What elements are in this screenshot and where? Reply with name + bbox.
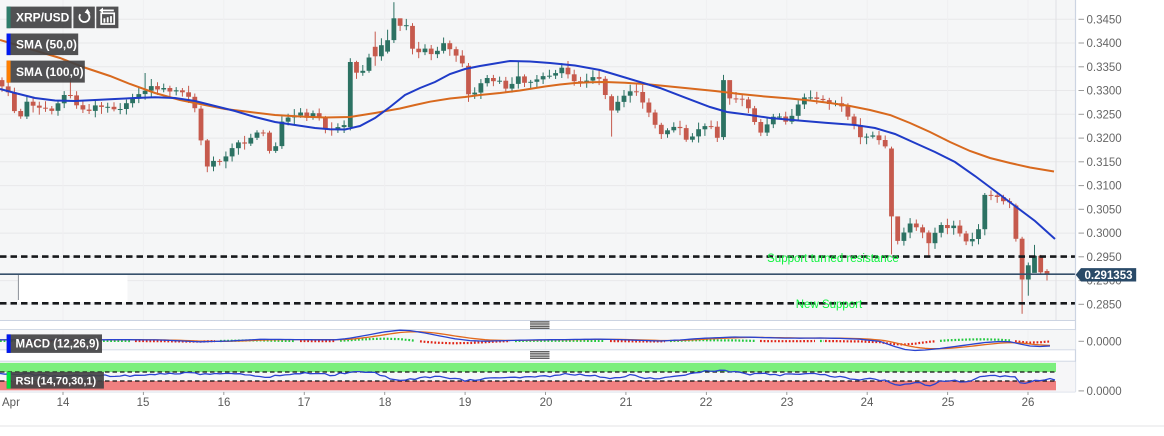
svg-text:18: 18 (379, 397, 392, 409)
svg-text:0.2850: 0.2850 (1087, 299, 1122, 311)
svg-text:Support turned resistance: Support turned resistance (767, 253, 899, 265)
svg-text:23: 23 (781, 397, 794, 409)
svg-text:25: 25 (942, 397, 955, 409)
svg-text:17: 17 (298, 397, 311, 409)
svg-text:Apr: Apr (2, 397, 20, 409)
svg-text:0.3150: 0.3150 (1087, 157, 1122, 169)
svg-text:0.3300: 0.3300 (1087, 86, 1122, 98)
svg-text:26: 26 (1022, 397, 1035, 409)
svg-text:RSI (14,70,30,1): RSI (14,70,30,1) (16, 375, 97, 387)
svg-text:0.2950: 0.2950 (1087, 252, 1122, 264)
svg-text:SMA (50,0): SMA (50,0) (16, 38, 77, 52)
svg-text:0.3000: 0.3000 (1087, 228, 1122, 240)
svg-text:24: 24 (861, 397, 874, 409)
svg-text:0.3250: 0.3250 (1087, 109, 1122, 121)
svg-text:SMA (100,0): SMA (100,0) (16, 65, 84, 79)
svg-text:20: 20 (540, 397, 553, 409)
svg-text:0.291353: 0.291353 (1085, 270, 1133, 282)
svg-text:16: 16 (218, 397, 231, 409)
svg-text:0.3200: 0.3200 (1087, 133, 1122, 145)
svg-text:21: 21 (620, 397, 633, 409)
svg-text:0.3450: 0.3450 (1087, 14, 1122, 26)
svg-text:0.0000: 0.0000 (1087, 386, 1122, 398)
svg-text:0.3400: 0.3400 (1087, 38, 1122, 50)
svg-text:0.3350: 0.3350 (1087, 62, 1122, 74)
svg-text:0.3050: 0.3050 (1087, 204, 1122, 216)
svg-text:New Support: New Support (796, 299, 863, 311)
svg-text:0.0000: 0.0000 (1087, 336, 1122, 348)
svg-text:15: 15 (137, 397, 150, 409)
svg-text:14: 14 (57, 397, 70, 409)
svg-text:XRP/USD: XRP/USD (16, 11, 70, 25)
svg-text:19: 19 (459, 397, 472, 409)
svg-text:MACD (12,26,9): MACD (12,26,9) (16, 339, 100, 351)
svg-text:22: 22 (700, 397, 713, 409)
svg-text:0.3100: 0.3100 (1087, 181, 1122, 193)
